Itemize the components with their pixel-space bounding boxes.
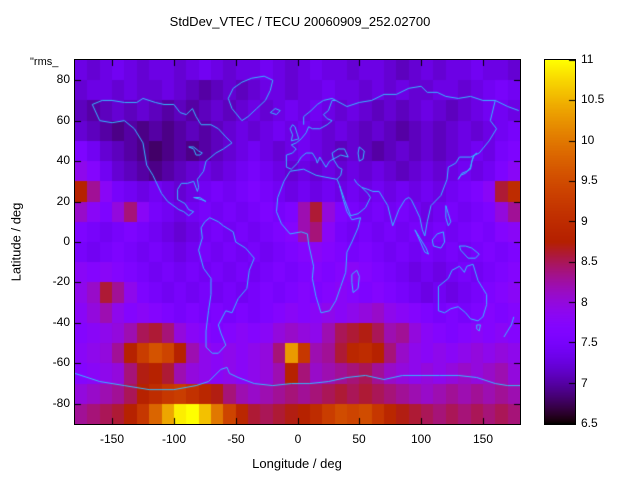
plot-area — [74, 59, 521, 425]
y-tick-label: 60 — [56, 113, 70, 127]
colorbar-tick-label: 6.5 — [581, 416, 598, 430]
colorbar-canvas — [545, 60, 575, 424]
colorbar-tick-label: 8.5 — [581, 254, 598, 268]
chart-title: StdDev_VTEC / TECU 20060909_252.02700 — [169, 14, 431, 29]
colorbar-tick-label: 8 — [581, 295, 588, 309]
colorbar-tick-label: 7.5 — [581, 335, 598, 349]
y-tick-label: 0 — [63, 234, 70, 248]
y-tick-label: 80 — [56, 72, 70, 86]
y-tick-label: 20 — [56, 194, 70, 208]
x-tick-label: 0 — [294, 432, 302, 446]
x-tick-label: 150 — [472, 432, 494, 446]
colorbar — [544, 59, 576, 425]
x-axis-label: Longitude / deg — [252, 456, 342, 471]
colorbar-tick-label: 10.5 — [581, 92, 605, 106]
x-tick-label: 50 — [352, 432, 366, 446]
y-tick-label: -60 — [52, 355, 70, 369]
colorbar-tick-label: 10 — [581, 133, 595, 147]
colorbar-tick-label: 9 — [581, 214, 588, 228]
colorbar-tick-label: 7 — [581, 376, 588, 390]
x-tick-label: -50 — [227, 432, 245, 446]
y-tick-label: -80 — [52, 396, 70, 410]
x-tick-label: -150 — [99, 432, 125, 446]
y-tick-label: -20 — [52, 274, 70, 288]
x-tick-label: 100 — [410, 432, 432, 446]
y-axis-label: Latitude / deg — [8, 202, 24, 282]
heatmap-canvas — [75, 60, 520, 424]
x-tick-label: -100 — [161, 432, 187, 446]
colorbar-tick-label: 11 — [581, 52, 594, 66]
y-tick-label: -40 — [52, 315, 70, 329]
stray-rms-label: "rms_ — [30, 56, 59, 68]
y-tick-label: 40 — [56, 153, 70, 167]
colorbar-tick-label: 9.5 — [581, 173, 598, 187]
